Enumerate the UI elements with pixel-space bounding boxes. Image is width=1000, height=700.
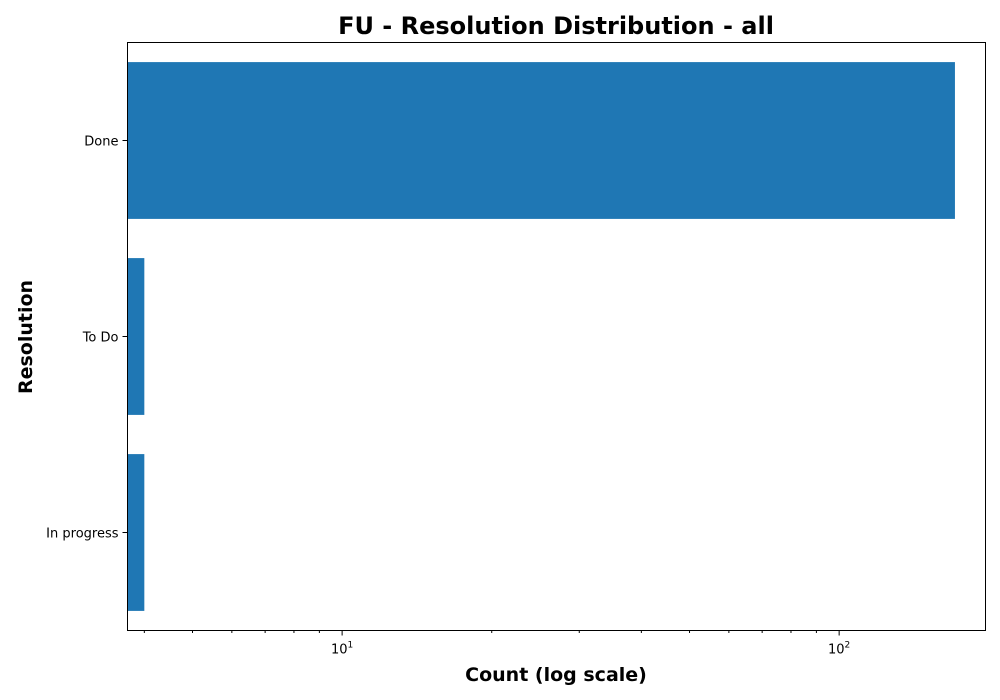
x-axis-label: Count (log scale) xyxy=(465,664,647,686)
x-tick-label: 101 xyxy=(331,641,353,658)
y-tick-label: In progress xyxy=(46,527,119,542)
bar-done xyxy=(127,62,955,219)
bar-to-do xyxy=(127,258,145,415)
y-tick-label: Done xyxy=(84,135,118,150)
y-axis-label: Resolution xyxy=(15,280,37,394)
chart-title: FU - Resolution Distribution - all xyxy=(338,12,774,40)
bar-in-progress xyxy=(127,454,145,611)
y-tick-label: To Do xyxy=(82,331,119,346)
x-tick-label: 102 xyxy=(828,641,850,658)
